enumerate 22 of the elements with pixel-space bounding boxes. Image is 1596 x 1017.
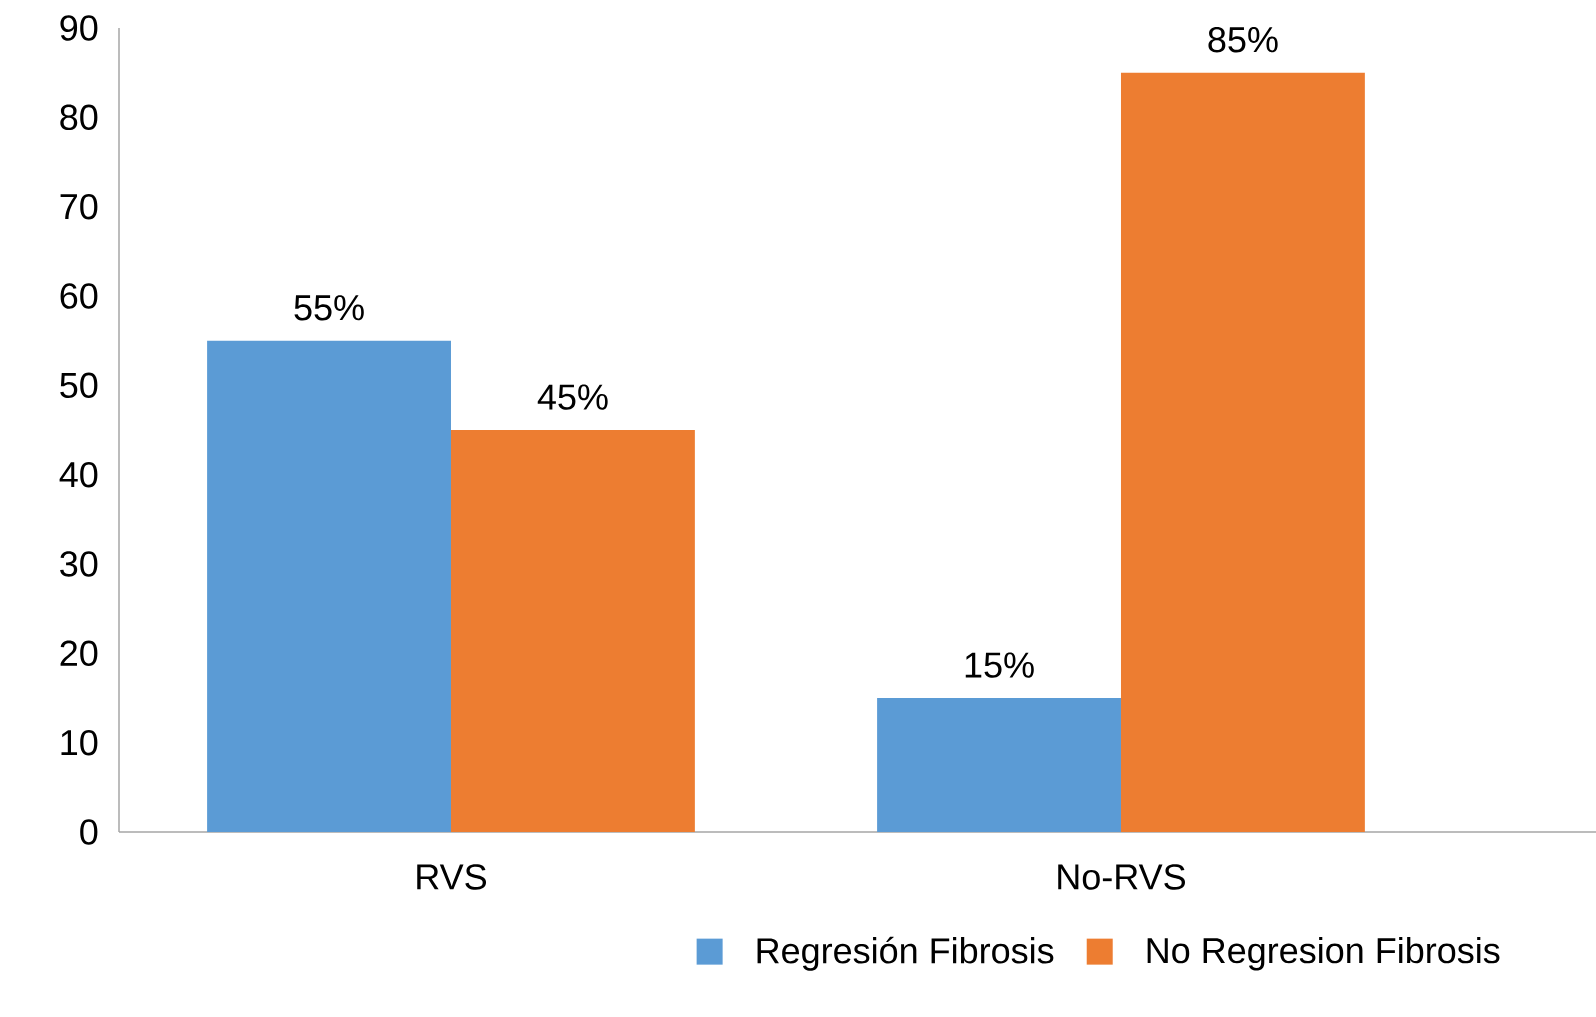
y-tick-label: 90 xyxy=(60,15,98,41)
y-tick-label: 60 xyxy=(60,283,98,309)
x-tick-label: No-RVS xyxy=(1058,864,1185,890)
legend-label: No Regresion Fibrosis xyxy=(1147,936,1500,971)
data-label: 85% xyxy=(1208,26,1278,53)
y-tick-label: 10 xyxy=(61,729,98,756)
bar xyxy=(877,698,1121,832)
legend-label: Regresión Fibrosis xyxy=(757,936,1054,971)
data-label: 45% xyxy=(537,384,608,410)
bar xyxy=(1120,72,1365,832)
y-tick-label: 80 xyxy=(60,104,98,131)
y-tick-label: 0 xyxy=(80,819,98,845)
y-tick-label: 50 xyxy=(60,372,98,399)
y-tick-label: 20 xyxy=(60,640,98,667)
bar xyxy=(450,429,695,832)
bar xyxy=(207,340,451,832)
data-label: 15% xyxy=(965,652,1034,678)
y-tick-label: 40 xyxy=(59,461,98,488)
y-tick-label: 30 xyxy=(60,551,98,577)
data-label: 55% xyxy=(294,295,364,321)
x-tick-label: RVS xyxy=(417,864,487,890)
y-tick-label: 70 xyxy=(60,193,98,220)
